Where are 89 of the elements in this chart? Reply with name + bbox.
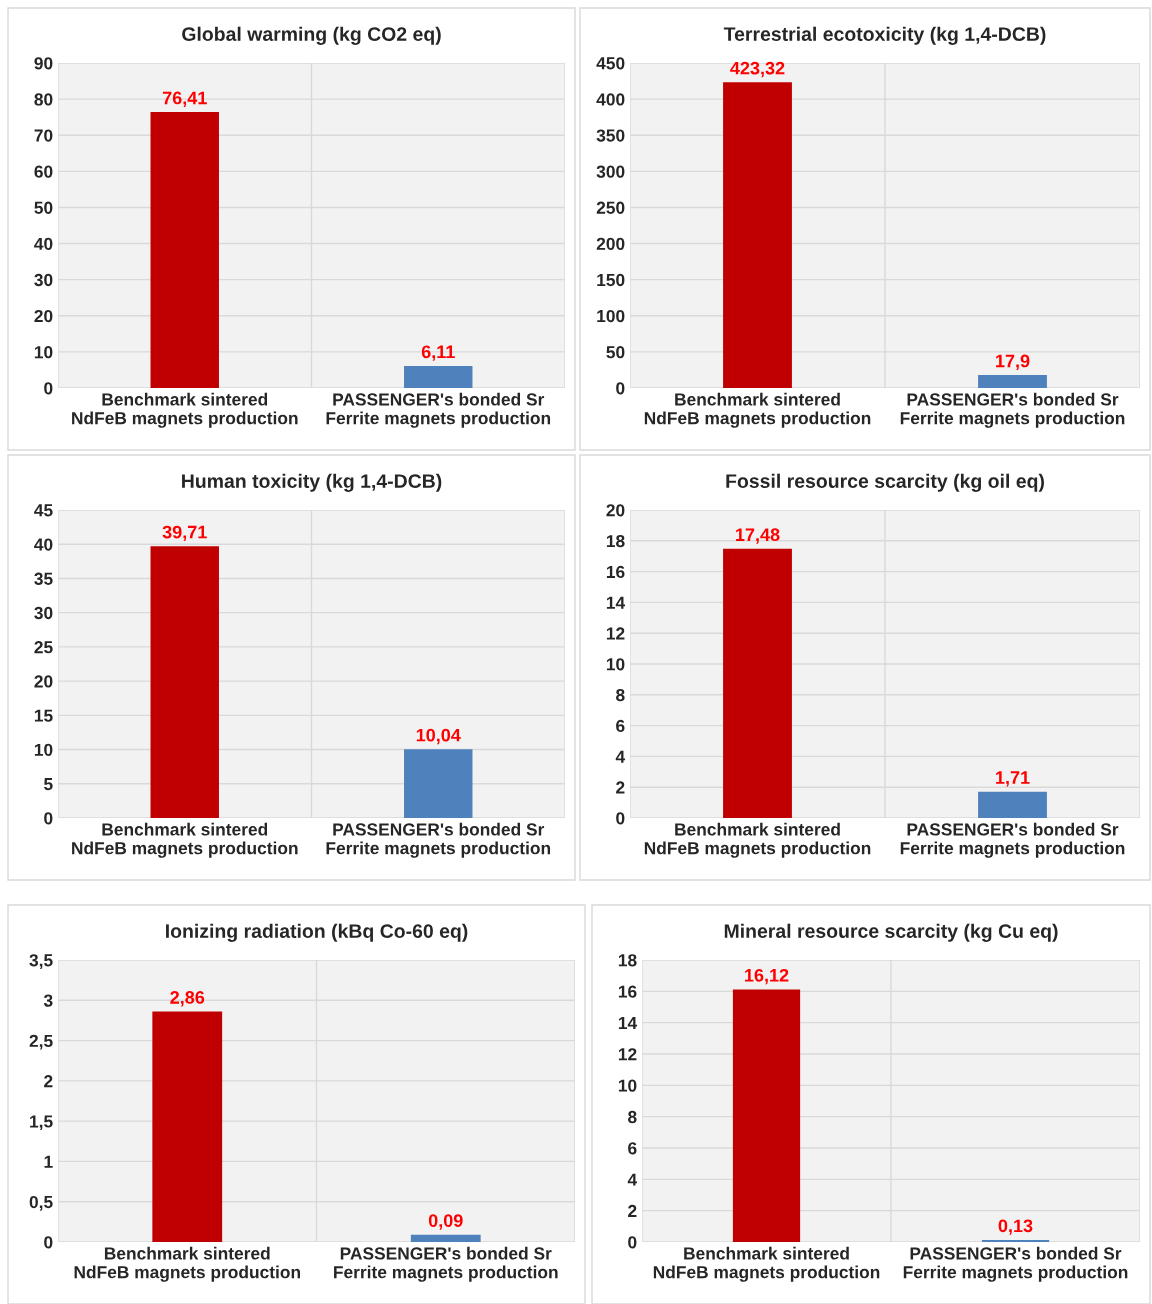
y-tick-label: 40 (34, 237, 53, 251)
data-label: 6,11 (421, 345, 455, 361)
x-tick-label: PASSENGER's bonded Sr Ferrite magnets production (326, 822, 551, 858)
y-tick-label: 16 (618, 985, 637, 998)
y-tick-label: 60 (34, 165, 53, 178)
chart-title: Terrestrial ecotoxicity (kg 1,4-DCB) (723, 26, 1046, 45)
y-tick-label: 2 (44, 1075, 53, 1088)
x-tick-label: PASSENGER's bonded Sr Ferrite magnets production (900, 392, 1125, 428)
y-tick-label: 20 (34, 675, 53, 688)
y-tick-label: 80 (34, 93, 53, 106)
x-tick-label: PASSENGER's bonded Sr Ferrite magnets production (334, 1246, 558, 1282)
y-tick-label: 10 (34, 743, 53, 757)
y-tick-label: 4 (627, 1173, 638, 1186)
y-tick-label: 0 (616, 812, 625, 825)
y-tick-label: 90 (34, 57, 53, 70)
y-tick-label: 1 (44, 1155, 53, 1168)
chart-title: Mineral resource scarcity (kg Cu eq) (724, 923, 1058, 942)
x-tick-label: Benchmark sintered NdFeB magnets production (644, 392, 871, 428)
y-tick-label: 1,5 (30, 1115, 53, 1131)
y-tick-label: 8 (616, 688, 625, 702)
x-tick-label: Benchmark sintered NdFeB magnets production (72, 392, 298, 428)
y-tick-label: 18 (618, 954, 637, 967)
y-tick-label: 3 (43, 994, 53, 1007)
y-tick-label: 35 (34, 572, 53, 585)
data-label: 2,86 (170, 991, 205, 1007)
y-tick-label: 10 (34, 346, 53, 359)
y-tick-label: 450 (596, 57, 625, 70)
data-label: 39,71 (162, 525, 207, 542)
chart-title: Fossil resource scarcity (kg oil eq) (726, 473, 1044, 492)
data-label: 0,13 (998, 1219, 1033, 1235)
y-tick-label: 200 (596, 237, 625, 251)
data-label: 76,41 (162, 91, 207, 107)
y-tick-label: 0,5 (29, 1195, 53, 1211)
y-tick-label: 4 (615, 750, 626, 763)
data-label: 0,09 (428, 1214, 463, 1230)
y-tick-label: 25 (34, 641, 53, 654)
y-tick-label: 3,5 (29, 954, 53, 969)
y-tick-label: 40 (34, 538, 53, 551)
y-tick-label: 20 (34, 309, 53, 323)
chart-title: Ionizing radiation (kBq Co-60 eq) (166, 923, 468, 942)
y-tick-label: 350 (596, 129, 625, 142)
y-tick-label: 14 (618, 1017, 638, 1029)
y-tick-label: 300 (596, 165, 625, 178)
y-tick-label: 70 (34, 129, 53, 142)
data-label: 10,04 (416, 728, 461, 745)
data-label: 16,12 (745, 968, 789, 985)
y-tick-label: 16 (606, 565, 625, 579)
y-tick-label: 18 (606, 534, 625, 548)
y-tick-label: 5 (44, 778, 53, 791)
x-tick-label: Benchmark sintered NdFeB magnets production (72, 822, 298, 858)
x-tick-label: PASSENGER's bonded Sr Ferrite magnets production (900, 822, 1125, 858)
y-tick-label: 45 (34, 504, 53, 517)
data-label: 17,48 (736, 528, 780, 544)
data-label: 17,9 (996, 354, 1030, 370)
y-tick-label: 0 (616, 382, 625, 395)
y-tick-label: 0 (44, 812, 53, 825)
y-tick-label: 150 (597, 273, 625, 287)
chart-title: Human toxicity (kg 1,4-DCB) (182, 473, 442, 492)
y-tick-label: 0 (628, 1236, 637, 1249)
y-tick-label: 6 (616, 719, 625, 733)
y-tick-label: 0 (44, 1236, 53, 1249)
data-label: 1,71 (996, 771, 1030, 787)
y-tick-label: 10 (606, 658, 625, 671)
y-tick-label: 400 (596, 93, 625, 106)
y-tick-label: 12 (618, 1048, 637, 1061)
y-tick-label: 30 (34, 273, 53, 287)
y-tick-label: 50 (606, 346, 625, 359)
y-tick-label: 0 (44, 382, 53, 395)
y-tick-label: 15 (34, 709, 53, 722)
y-tick-label: 30 (34, 606, 53, 620)
y-tick-label: 8 (628, 1110, 637, 1124)
y-tick-label: 50 (34, 201, 53, 214)
y-tick-label: 2 (616, 781, 625, 794)
x-tick-label: Benchmark sintered NdFeB magnets production (74, 1246, 300, 1282)
x-tick-label: Benchmark sintered NdFeB magnets production (644, 822, 871, 858)
y-tick-label: 20 (606, 504, 625, 517)
chart-title: Global warming (kg CO2 eq) (182, 26, 441, 45)
y-tick-label: 6 (628, 1142, 637, 1155)
y-tick-label: 250 (596, 201, 625, 214)
y-tick-label: 2 (628, 1204, 637, 1217)
y-tick-label: 2,5 (29, 1034, 53, 1050)
x-tick-label: PASSENGER's bonded Sr Ferrite magnets production (326, 392, 551, 428)
data-label: 423,32 (730, 61, 785, 78)
y-tick-label: 14 (606, 596, 626, 609)
y-tick-label: 12 (606, 627, 625, 640)
y-tick-label: 10 (618, 1079, 637, 1092)
x-tick-label: Benchmark sintered NdFeB magnets production (653, 1246, 880, 1282)
x-tick-label: PASSENGER's bonded Sr Ferrite magnets production (903, 1246, 1128, 1282)
y-tick-label: 100 (597, 309, 625, 323)
